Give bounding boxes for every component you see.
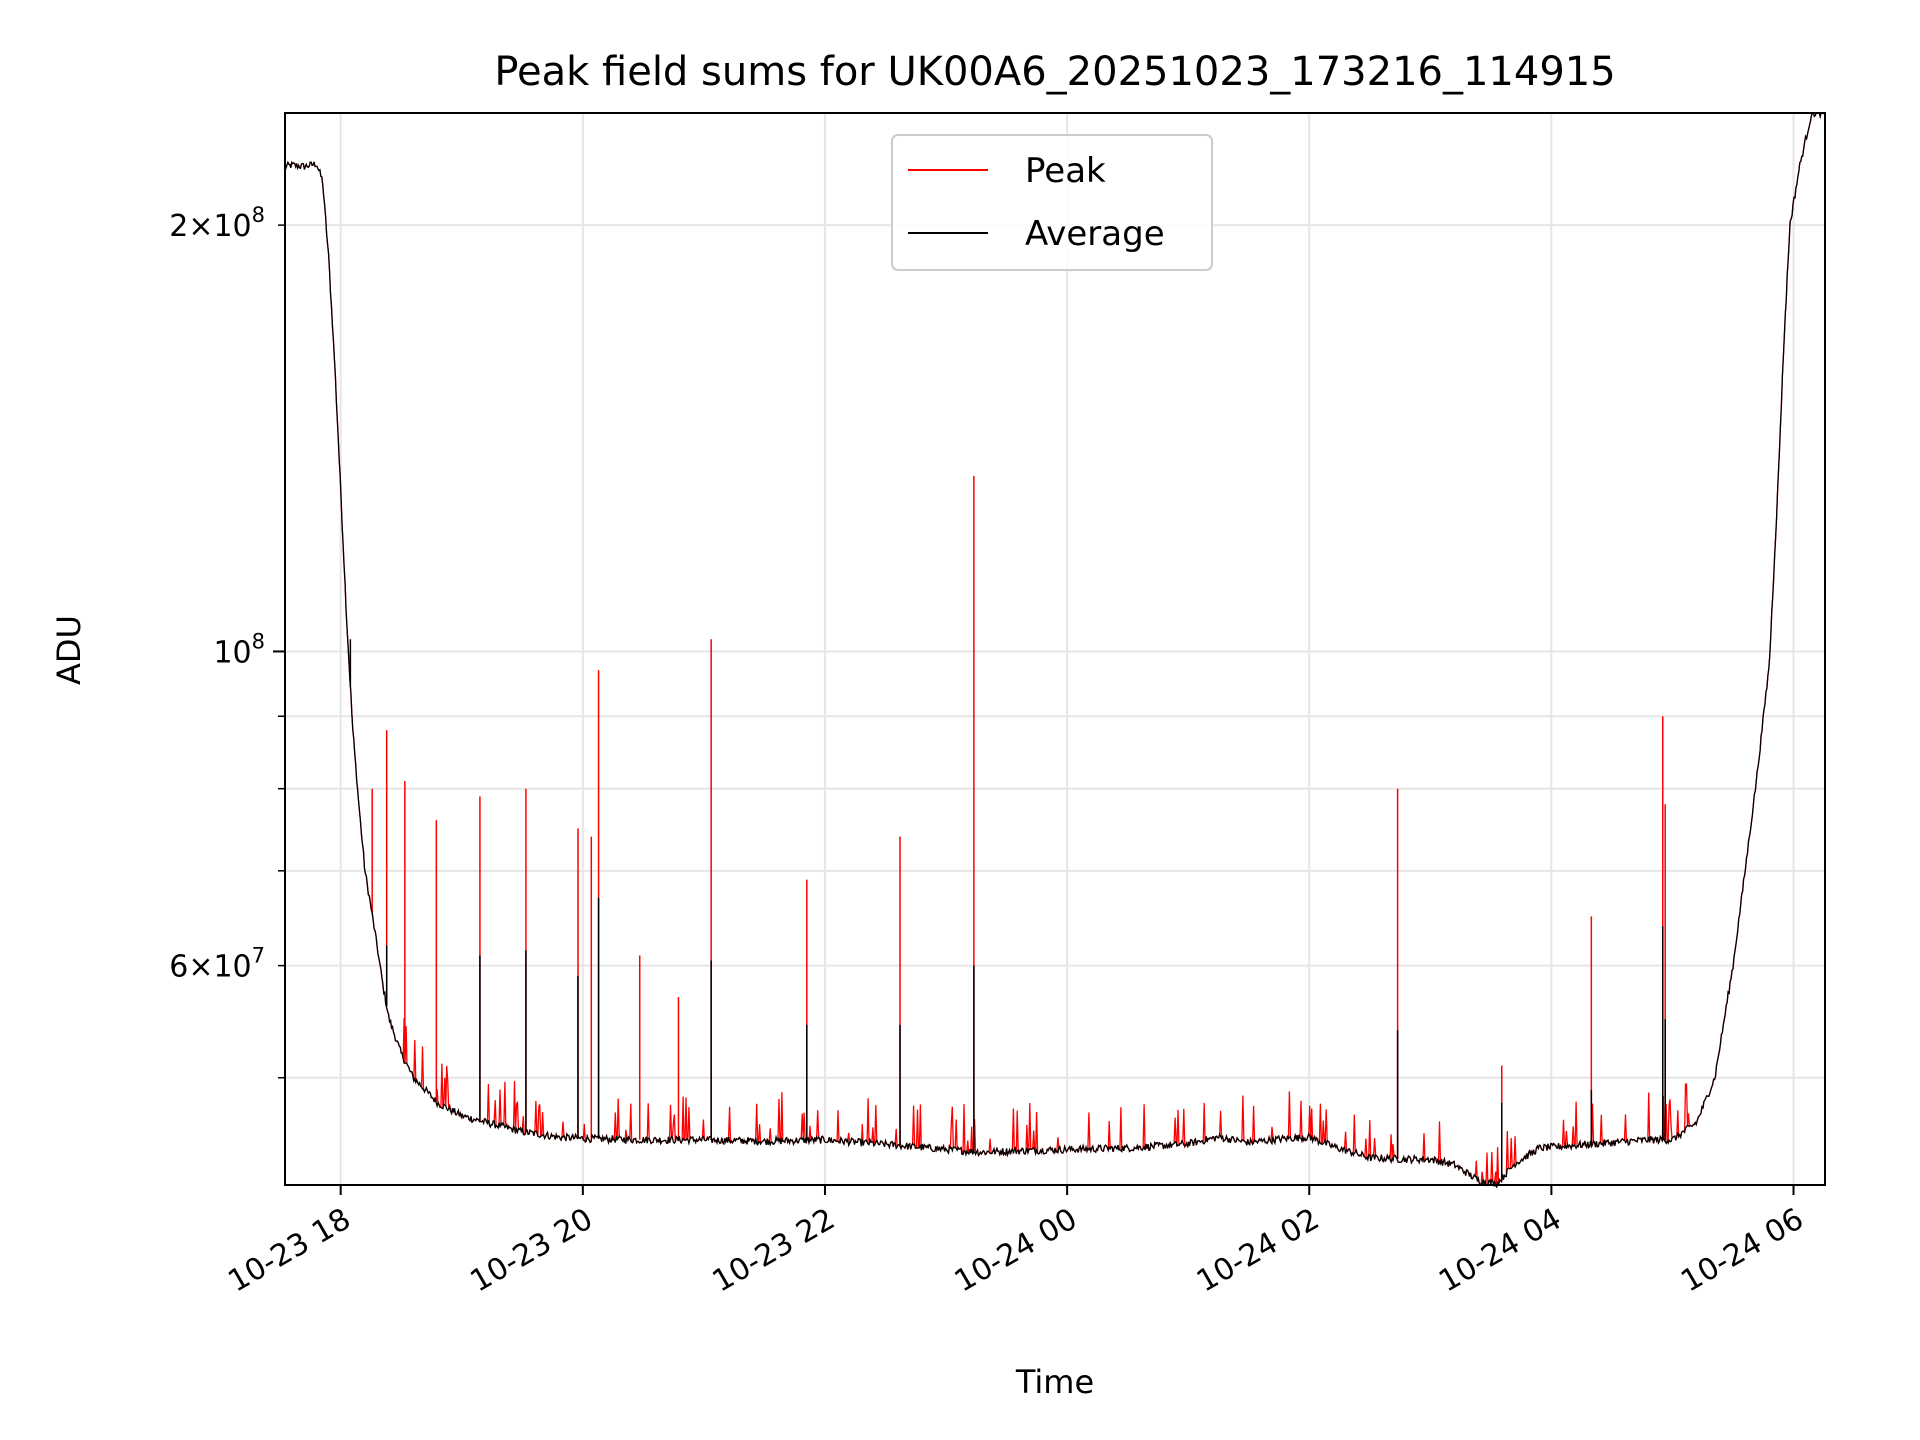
y-tick-label: 2×108 bbox=[169, 203, 265, 244]
x-axis-label: Time bbox=[1015, 1363, 1094, 1401]
chart-title: Peak field sums for UK00A6_20251023_1732… bbox=[494, 49, 1615, 95]
legend-peak-label: Peak bbox=[1025, 151, 1106, 191]
average-series-line bbox=[284, 112, 1825, 1189]
y-tick-label: 6×107 bbox=[169, 944, 265, 985]
legend-box bbox=[891, 134, 1213, 271]
legend-average-label: Average bbox=[1025, 214, 1165, 254]
legend: Peak Average bbox=[891, 134, 1213, 271]
plot-frame bbox=[284, 112, 1826, 1186]
y-tick-label: 108 bbox=[213, 629, 265, 670]
y-axis-ticks: 108 2×108 6×107 bbox=[169, 203, 285, 1079]
average-series-layer bbox=[284, 112, 1825, 1189]
grid-layer bbox=[285, 113, 1825, 1185]
y-axis-label: ADU bbox=[50, 615, 88, 685]
